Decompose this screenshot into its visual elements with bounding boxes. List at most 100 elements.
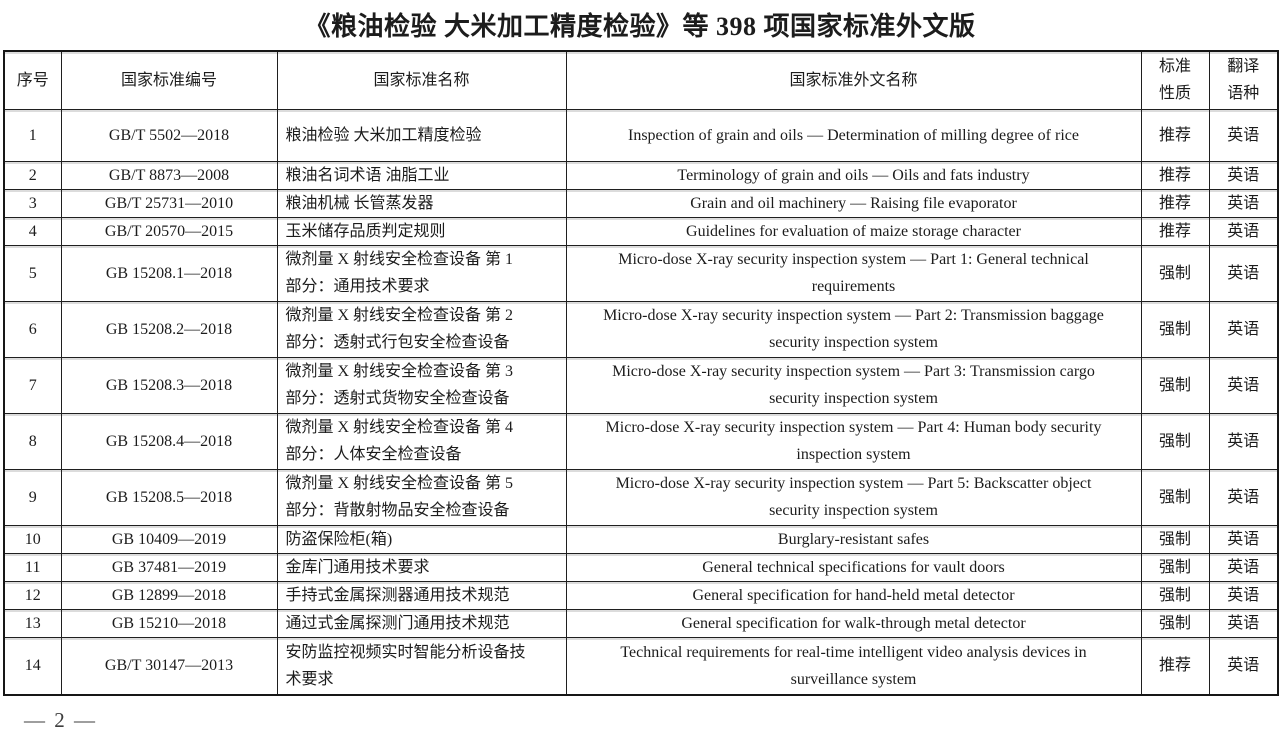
standard-name-foreign: Grain and oil machinery — Raising file e…	[565, 188, 1142, 218]
translation-language: 英语	[1208, 412, 1279, 470]
table-row: 7 GB 15208.3—2018 微剂量 X 射线安全检查设备 第 3 部分：…	[3, 356, 1279, 414]
standard-code: GB 10409—2019	[60, 524, 278, 554]
table-row: 14 GB/T 30147—2013 安防监控视频实时智能分析设备技 术要求 T…	[3, 636, 1279, 696]
standard-nature: 强制	[1140, 300, 1210, 358]
translation-language: 英语	[1208, 300, 1279, 358]
table-row: 1 GB/T 5502—2018 粮油检验 大米加工精度检验 Inspectio…	[3, 108, 1279, 162]
standard-name-zh: 粮油机械 长管蒸发器	[276, 188, 567, 218]
row-index: 3	[3, 188, 62, 218]
col-header-code: 国家标准编号	[60, 50, 278, 110]
translation-language: 英语	[1208, 244, 1279, 302]
translation-language: 英语	[1208, 636, 1279, 696]
standard-name-zh: 粮油检验 大米加工精度检验	[276, 108, 567, 162]
row-index: 8	[3, 412, 62, 470]
standard-name-zh: 微剂量 X 射线安全检查设备 第 2 部分：透射式行包安全检查设备	[276, 300, 567, 358]
table-row: 4 GB/T 20570—2015 玉米储存品质判定规则 Guidelines …	[3, 216, 1279, 246]
row-index: 14	[3, 636, 62, 696]
standard-name-zh: 微剂量 X 射线安全检查设备 第 4 部分：人体安全检查设备	[276, 412, 567, 470]
standard-nature: 强制	[1140, 244, 1210, 302]
table-row: 3 GB/T 25731—2010 粮油机械 长管蒸发器 Grain and o…	[3, 188, 1279, 218]
standard-name-zh: 粮油名词术语 油脂工业	[276, 160, 567, 190]
standards-table-body: 1 GB/T 5502—2018 粮油检验 大米加工精度检验 Inspectio…	[3, 108, 1279, 696]
standard-name-zh: 玉米储存品质判定规则	[276, 216, 567, 246]
standard-name-foreign: Technical requirements for real-time int…	[565, 636, 1142, 696]
translation-language: 英语	[1208, 108, 1279, 162]
row-index: 12	[3, 580, 62, 610]
standard-name-foreign: Micro-dose X-ray security inspection sys…	[565, 244, 1142, 302]
translation-language: 英语	[1208, 216, 1279, 246]
row-index: 9	[3, 468, 62, 526]
standard-name-foreign: Micro-dose X-ray security inspection sys…	[565, 412, 1142, 470]
header-row: 序号 国家标准编号 国家标准名称 国家标准外文名称 标准 性质 翻译 语种	[3, 50, 1279, 110]
standard-name-foreign: Micro-dose X-ray security inspection sys…	[565, 468, 1142, 526]
translation-language: 英语	[1208, 468, 1279, 526]
row-index: 5	[3, 244, 62, 302]
standard-nature: 强制	[1140, 552, 1210, 582]
row-index: 6	[3, 300, 62, 358]
standard-code: GB/T 25731—2010	[60, 188, 278, 218]
standard-code: GB 37481—2019	[60, 552, 278, 582]
table-row: 9 GB 15208.5—2018 微剂量 X 射线安全检查设备 第 5 部分：…	[3, 468, 1279, 526]
standard-nature: 强制	[1140, 524, 1210, 554]
standard-name-foreign: Micro-dose X-ray security inspection sys…	[565, 300, 1142, 358]
row-index: 13	[3, 608, 62, 638]
standard-name-foreign: Guidelines for evaluation of maize stora…	[565, 216, 1142, 246]
table-row: 5 GB 15208.1—2018 微剂量 X 射线安全检查设备 第 1 部分：…	[3, 244, 1279, 302]
standard-name-zh: 微剂量 X 射线安全检查设备 第 3 部分：透射式货物安全检查设备	[276, 356, 567, 414]
table-row: 8 GB 15208.4—2018 微剂量 X 射线安全检查设备 第 4 部分：…	[3, 412, 1279, 470]
document-title: 《粮油检验 大米加工精度检验》等 398 项国家标准外文版	[304, 12, 976, 41]
standard-name-zh: 微剂量 X 射线安全检查设备 第 1 部分：通用技术要求	[276, 244, 567, 302]
row-index: 7	[3, 356, 62, 414]
standard-nature: 推荐	[1140, 160, 1210, 190]
row-index: 11	[3, 552, 62, 582]
row-index: 1	[3, 108, 62, 162]
translation-language: 英语	[1208, 160, 1279, 190]
table-row: 6 GB 15208.2—2018 微剂量 X 射线安全检查设备 第 2 部分：…	[3, 300, 1279, 358]
standard-name-zh: 通过式金属探测门通用技术规范	[276, 608, 567, 638]
row-index: 2	[3, 160, 62, 190]
standard-code: GB/T 5502—2018	[60, 108, 278, 162]
standard-name-zh: 金库门通用技术要求	[276, 552, 567, 582]
standard-name-foreign: General specification for hand-held meta…	[565, 580, 1142, 610]
col-header-name-zh: 国家标准名称	[276, 50, 567, 110]
standard-code: GB 15208.5—2018	[60, 468, 278, 526]
translation-language: 英语	[1208, 580, 1279, 610]
translation-language: 英语	[1208, 524, 1279, 554]
standard-code: GB 12899—2018	[60, 580, 278, 610]
standard-name-foreign: Micro-dose X-ray security inspection sys…	[565, 356, 1142, 414]
page-number: — 2 —	[24, 708, 97, 732]
table-row: 12 GB 12899—2018 手持式金属探测器通用技术规范 General …	[3, 580, 1279, 610]
standard-nature: 强制	[1140, 356, 1210, 414]
standard-nature: 强制	[1140, 468, 1210, 526]
col-header-name-foreign: 国家标准外文名称	[565, 50, 1142, 110]
table-row: 10 GB 10409—2019 防盗保险柜(箱) Burglary-resis…	[3, 524, 1279, 554]
standard-code: GB 15208.1—2018	[60, 244, 278, 302]
translation-language: 英语	[1208, 188, 1279, 218]
standard-nature: 强制	[1140, 608, 1210, 638]
standard-code: GB/T 20570—2015	[60, 216, 278, 246]
standard-name-zh: 安防监控视频实时智能分析设备技 术要求	[276, 636, 567, 696]
standard-code: GB 15208.4—2018	[60, 412, 278, 470]
standard-code: GB/T 30147—2013	[60, 636, 278, 696]
col-header-language: 翻译 语种	[1208, 50, 1279, 110]
standard-nature: 强制	[1140, 580, 1210, 610]
standard-name-foreign: Inspection of grain and oils — Determina…	[565, 108, 1142, 162]
table-row: 13 GB 15210—2018 通过式金属探测门通用技术规范 General …	[3, 608, 1279, 638]
standard-nature: 推荐	[1140, 108, 1210, 162]
translation-language: 英语	[1208, 552, 1279, 582]
standard-nature: 推荐	[1140, 216, 1210, 246]
col-header-index: 序号	[3, 50, 62, 110]
standard-nature: 推荐	[1140, 188, 1210, 218]
standard-code: GB 15210—2018	[60, 608, 278, 638]
translation-language: 英语	[1208, 608, 1279, 638]
standard-nature: 强制	[1140, 412, 1210, 470]
table-header: 序号 国家标准编号 国家标准名称 国家标准外文名称 标准 性质 翻译 语种	[3, 50, 1279, 110]
standard-name-zh: 手持式金属探测器通用技术规范	[276, 580, 567, 610]
standard-name-foreign: Burglary-resistant safes	[565, 524, 1142, 554]
standard-nature: 推荐	[1140, 636, 1210, 696]
standard-name-foreign: Terminology of grain and oils — Oils and…	[565, 160, 1142, 190]
standard-name-zh: 微剂量 X 射线安全检查设备 第 5 部分：背散射物品安全检查设备	[276, 468, 567, 526]
col-header-nature: 标准 性质	[1140, 50, 1210, 110]
standard-code: GB 15208.2—2018	[60, 300, 278, 358]
